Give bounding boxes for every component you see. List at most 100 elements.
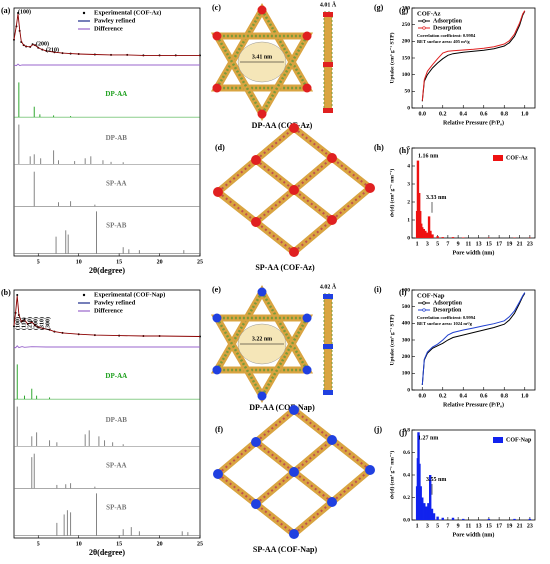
y-tick-label: 4 [407,163,410,169]
structure-caption: DP-AA (COF-Az) [252,121,313,130]
y-axis-label: dv(d) (cm³ g⁻¹ nm⁻¹) [388,451,395,500]
x-tick-label: 25 [197,259,203,265]
x-tick-label: 10 [76,541,82,547]
peak-label: (200) [32,317,39,330]
x-axis-label: Relative Pressure (P/P₀) [443,119,504,126]
stack-node [323,344,333,349]
peak-label: (200) [36,40,49,47]
legend-label: Pawley refined [94,17,136,24]
isotherm-line [421,10,526,101]
note: BET surface area: 1024 m²/g [417,321,473,326]
x-tick-label: 1 [416,241,419,247]
annotation: 3.33 nm [426,195,446,201]
framework-node [251,499,261,509]
y-axis-label: Uptake (cm³ g⁻¹ STP) [388,32,395,83]
annotation: 1.16 nm [418,153,438,159]
legend-title: COF-Nap [417,292,445,299]
series-label: SP-AB [106,504,127,512]
framework-node [257,391,267,401]
x-tick-label: 15 [116,259,122,265]
stack-node [323,12,333,17]
panel-label: (h) [399,146,409,155]
panel-label: (b) [1,288,11,297]
x-tick-label: 15 [486,241,492,247]
x-tick-label: 23 [527,241,533,247]
legend-marker [493,437,503,443]
framework-edge [217,409,295,475]
framework-node [289,123,299,133]
y-tick-label: 5 [407,145,410,151]
x-tick-label: 9 [457,523,460,529]
framework-node [289,529,299,539]
bar [441,517,444,520]
legend-marker [422,19,426,23]
x-tick-label: 3 [426,523,429,529]
framework-node [302,313,312,323]
y-axis-label: Uptake (cm³ g⁻¹ STP) [388,314,395,365]
x-tick-label: 13 [476,241,482,247]
isotherm-line [421,292,526,386]
framework-node [289,247,299,257]
y-tick-label: 0 [407,235,410,241]
legend-label: Experimental (COF-Nap) [94,291,165,298]
peak-label: (110) [20,317,27,330]
legend-label: Difference [94,25,123,32]
y-tick-label: 3 [407,181,410,187]
bar [425,506,428,520]
series-label: DP-AB [106,134,128,142]
framework-node [327,497,337,507]
framework-node [251,437,261,447]
x-tick-label: 5 [436,523,439,529]
x-tick-label: 0.8 [501,393,509,399]
bar [436,516,439,520]
framework-edge [217,191,295,253]
x-tick-label: 0.0 [419,111,427,117]
framework-node [289,467,299,477]
framework-edge [255,441,333,503]
framework-node [327,435,337,445]
series-line [13,295,201,337]
x-tick-label: 0.6 [480,393,488,399]
x-tick-label: 0.2 [439,393,447,399]
framework-drawing [213,405,375,539]
structure-caption: SP-AA (COF-Nap) [253,545,318,554]
stack-node [323,294,333,299]
x-tick-label: 21 [517,523,523,529]
framework-node [257,109,267,119]
legend-label: COF-Az [506,155,528,161]
y-axis-label: dv(d) (cm³ g⁻¹ nm⁻¹) [388,169,395,218]
series-label: SP-AA [106,461,127,469]
framework-edge [255,157,333,223]
x-tick-label: 7 [446,241,449,247]
framework-node [212,83,222,93]
y-tick-label: 500 [402,304,411,310]
x-tick-label: 23 [527,523,533,529]
x-tick-label: 9 [457,241,460,247]
peak-label: (100) [14,317,21,330]
isotherm-line [421,11,526,102]
framework-node [212,313,222,323]
y-tick-label: 1 [407,217,410,223]
note: BET surface area: 405 m²/g [417,39,470,44]
bar [427,216,431,238]
bar [418,463,421,520]
dimension-label: 4.02 Å [320,282,337,290]
bar [441,237,444,238]
x-tick-label: 0.0 [419,393,427,399]
x-tick-label: 11 [466,523,472,529]
framework-edge [255,159,333,221]
panel-label: (h) [374,143,384,152]
legend-marker [82,11,86,15]
bar [436,236,439,238]
peak-label: (210) [26,317,33,330]
panel-label: (g) [374,3,384,12]
bar [431,234,434,238]
panel-label: (j) [374,425,382,434]
y-tick-label: 50 [405,89,411,95]
peak-label: (100) [18,8,31,15]
legend-marker [422,26,426,30]
framework-node [365,465,375,475]
x-tick-label: 0.8 [501,111,509,117]
x-tick-label: 1.0 [521,393,529,399]
peak-label: (210) [46,46,59,53]
